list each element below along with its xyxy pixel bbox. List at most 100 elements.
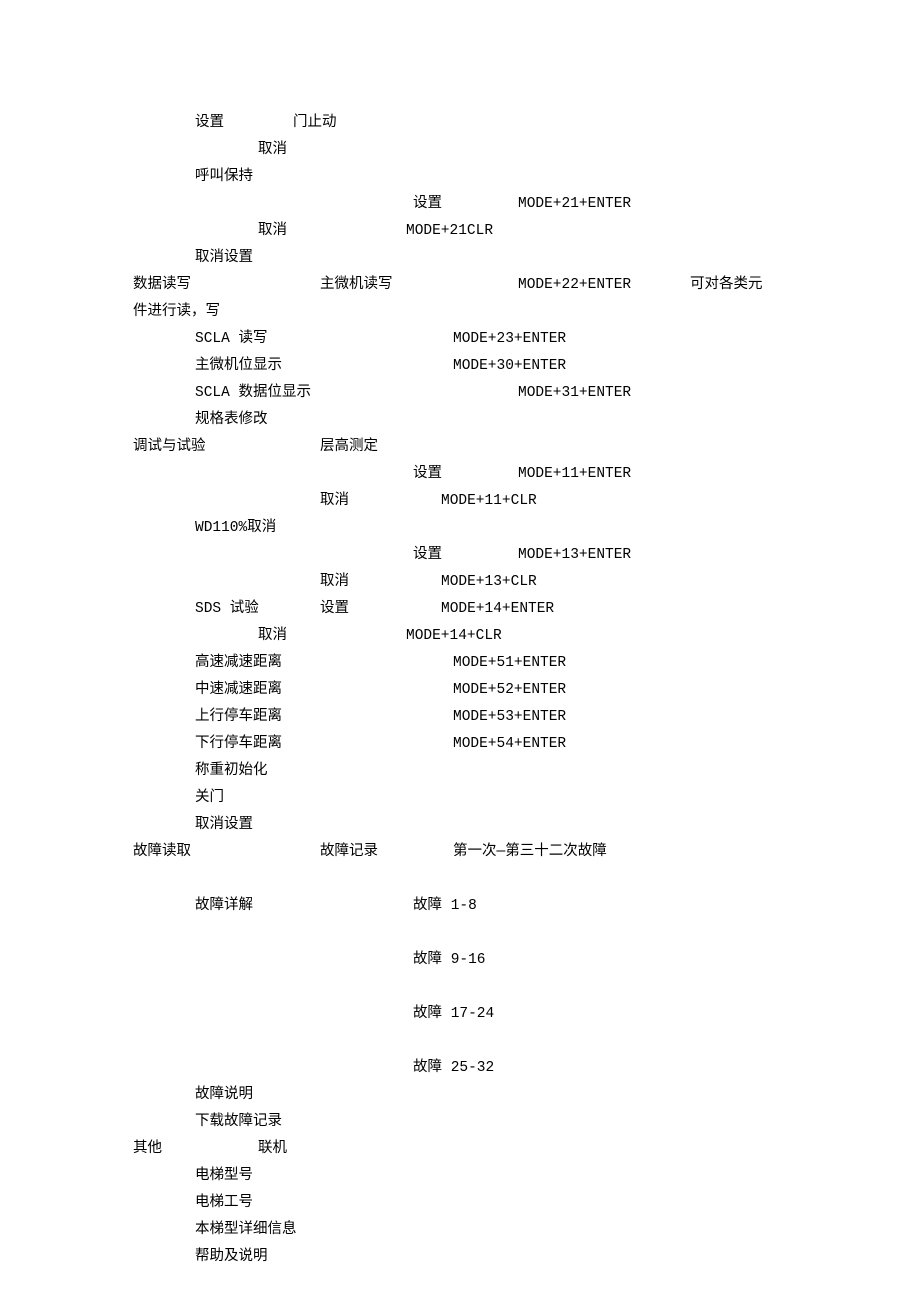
text-cell: MODE+23+ENTER xyxy=(453,326,566,353)
text-cell: 调试与试验 xyxy=(133,434,206,461)
text-row: 取消MODE+21CLR xyxy=(0,218,920,245)
text-row: 故障 9-16 xyxy=(0,947,920,974)
text-cell: 规格表修改 xyxy=(195,407,268,434)
text-row: 设置MODE+13+ENTER xyxy=(0,542,920,569)
text-cell: 电梯型号 xyxy=(195,1163,253,1190)
text-cell: 故障详解 xyxy=(195,893,253,920)
text-cell: 取消设置 xyxy=(195,245,253,272)
text-cell: MODE+13+CLR xyxy=(441,569,537,596)
text-row: 故障详解 故障 1-8 xyxy=(0,893,920,920)
text-row: SDS 试验 设置 MODE+14+ENTER xyxy=(0,596,920,623)
text-cell: 帮助及说明 xyxy=(195,1244,268,1271)
text-cell: 主微机位显示 xyxy=(195,353,282,380)
text-cell: MODE+22+ENTER xyxy=(518,272,631,299)
text-row: 取消 MODE+13+CLR xyxy=(0,569,920,596)
text-cell: SDS 试验 xyxy=(195,596,259,623)
text-row xyxy=(0,974,920,1001)
text-row: 故障说明 xyxy=(0,1082,920,1109)
text-cell: 设置 xyxy=(320,596,349,623)
text-row: 取消设置 xyxy=(0,245,920,272)
text-cell: MODE+11+CLR xyxy=(441,488,537,515)
text-cell: MODE+30+ENTER xyxy=(453,353,566,380)
text-cell: MODE+53+ENTER xyxy=(453,704,566,731)
text-row: 故障 25-32 xyxy=(0,1055,920,1082)
text-cell: 数据读写 xyxy=(133,272,191,299)
text-row: 取消 xyxy=(0,137,920,164)
text-cell: 取消 xyxy=(320,488,349,515)
text-cell: 第一次—第三十二次故障 xyxy=(453,839,607,866)
text-cell: 呼叫保持 xyxy=(195,164,253,191)
text-row: 设置 MODE+21+ENTER xyxy=(0,191,920,218)
text-cell: 设置 xyxy=(413,542,442,569)
text-row: SCLA 读写 MODE+23+ENTER xyxy=(0,326,920,353)
text-cell: 门止动 xyxy=(293,110,337,137)
text-row: 取消 MODE+11+CLR xyxy=(0,488,920,515)
text-cell: 设置 xyxy=(413,461,442,488)
text-cell: MODE+14+ENTER xyxy=(441,596,554,623)
text-cell: 下行停车距离 xyxy=(195,731,282,758)
text-cell: 故障读取 xyxy=(133,839,191,866)
text-cell: MODE+54+ENTER xyxy=(453,731,566,758)
text-cell: SCLA 读写 xyxy=(195,326,268,353)
text-cell: 设置 xyxy=(413,191,442,218)
text-row: 称重初始化 xyxy=(0,758,920,785)
text-row xyxy=(0,866,920,893)
text-row: 下行停车距离 MODE+54+ENTER xyxy=(0,731,920,758)
text-cell: MODE+21CLR xyxy=(406,218,493,245)
text-row: 高速减速距离 MODE+51+ENTER xyxy=(0,650,920,677)
text-cell: 主微机读写 xyxy=(320,272,393,299)
text-row: 取消设置 xyxy=(0,812,920,839)
text-row: 件进行读，写 xyxy=(0,299,920,326)
text-cell: 高速减速距离 xyxy=(195,650,282,677)
text-cell: 可对各类元 xyxy=(690,272,763,299)
text-cell: MODE+51+ENTER xyxy=(453,650,566,677)
text-cell: 取消 xyxy=(258,137,287,164)
text-row: 设置 门止动 xyxy=(0,110,920,137)
text-cell: 故障记录 xyxy=(320,839,378,866)
text-cell: 取消设置 xyxy=(195,812,253,839)
text-row: 调试与试验 层高测定 xyxy=(0,434,920,461)
text-cell: 其他 xyxy=(133,1136,162,1163)
text-row: 电梯型号 xyxy=(0,1163,920,1190)
text-cell: MODE+14+CLR xyxy=(406,623,502,650)
text-row: 其他 联机 xyxy=(0,1136,920,1163)
text-row: 故障 17-24 xyxy=(0,1001,920,1028)
text-cell: 取消 xyxy=(258,623,287,650)
text-cell: MODE+31+ENTER xyxy=(518,380,631,407)
text-row: 电梯工号 xyxy=(0,1190,920,1217)
text-cell: 故障 17-24 xyxy=(413,1001,494,1028)
text-cell: 本梯型详细信息 xyxy=(195,1217,297,1244)
text-row: 本梯型详细信息 xyxy=(0,1217,920,1244)
text-row: 下载故障记录 xyxy=(0,1109,920,1136)
text-cell: 故障 9-16 xyxy=(413,947,486,974)
text-cell: 件进行读，写 xyxy=(133,299,220,326)
text-cell: 故障 25-32 xyxy=(413,1055,494,1082)
text-row: 中速减速距离MODE+52+ENTER xyxy=(0,677,920,704)
text-cell: MODE+11+ENTER xyxy=(518,461,631,488)
text-cell: WD110%取消 xyxy=(195,515,276,542)
text-cell: 关门 xyxy=(195,785,224,812)
text-row: 关门 xyxy=(0,785,920,812)
text-cell: 下载故障记录 xyxy=(195,1109,282,1136)
document-content: 设置门止动取消呼叫保持设置MODE+21+ENTER取消MODE+21CLR取消… xyxy=(0,110,920,1271)
text-cell: 联机 xyxy=(258,1136,287,1163)
text-cell: 设置 xyxy=(195,110,224,137)
text-row: 设置 MODE+11+ENTER xyxy=(0,461,920,488)
text-cell: MODE+52+ENTER xyxy=(453,677,566,704)
text-cell: 层高测定 xyxy=(320,434,378,461)
text-row: 呼叫保持 xyxy=(0,164,920,191)
text-row: WD110%取消 xyxy=(0,515,920,542)
text-cell: 电梯工号 xyxy=(195,1190,253,1217)
text-cell: MODE+21+ENTER xyxy=(518,191,631,218)
text-row xyxy=(0,920,920,947)
text-cell: 故障 1-8 xyxy=(413,893,477,920)
text-row: 取消 MODE+14+CLR xyxy=(0,623,920,650)
text-row: 上行停车距离MODE+53+ENTER xyxy=(0,704,920,731)
text-row xyxy=(0,1028,920,1055)
text-row: 主微机位显示 MODE+30+ENTER xyxy=(0,353,920,380)
text-cell: 故障说明 xyxy=(195,1082,253,1109)
text-cell: 取消 xyxy=(320,569,349,596)
text-row: SCLA 数据位显示MODE+31+ENTER xyxy=(0,380,920,407)
text-cell: 称重初始化 xyxy=(195,758,268,785)
text-row: 数据读写 主微机读写 MODE+22+ENTER 可对各类元 xyxy=(0,272,920,299)
